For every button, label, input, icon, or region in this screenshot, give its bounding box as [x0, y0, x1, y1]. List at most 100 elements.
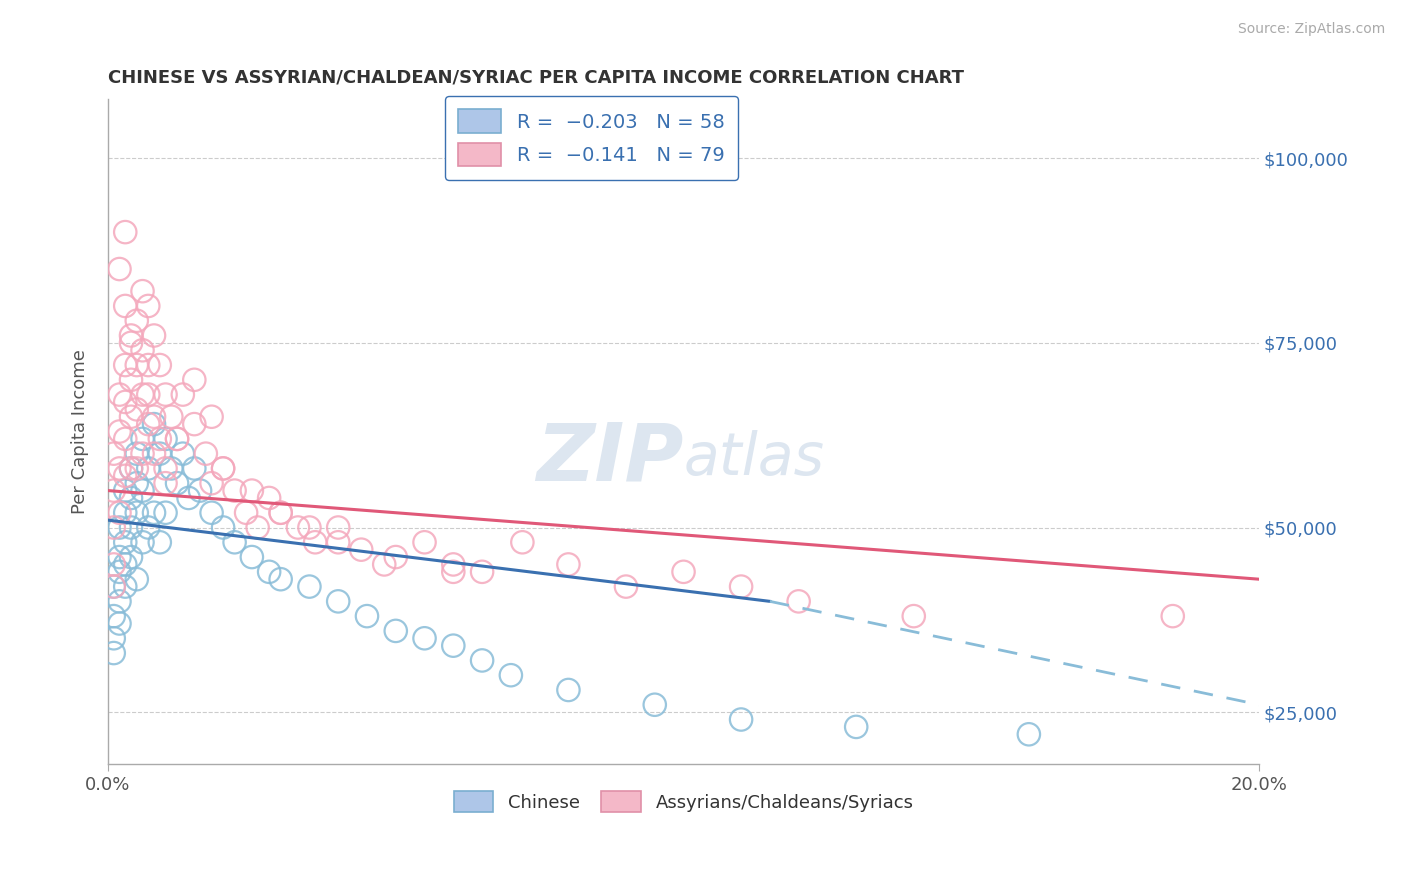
Point: [125, 402, 148, 417]
Point: [149, 447, 172, 461]
Point: [557, 558, 579, 572]
Point: [125, 358, 148, 372]
Point: [108, 425, 131, 439]
Text: CHINESE VS ASSYRIAN/CHALDEAN/SYRIAC PER CAPITA INCOME CORRELATION CHART: CHINESE VS ASSYRIAN/CHALDEAN/SYRIAC PER …: [108, 69, 965, 87]
Point: [103, 609, 125, 624]
Point: [155, 387, 177, 401]
Point: [114, 432, 136, 446]
Point: [131, 483, 153, 498]
Point: [246, 520, 269, 534]
Point: [149, 535, 172, 549]
Point: [188, 483, 211, 498]
Text: Source: ZipAtlas.com: Source: ZipAtlas.com: [1237, 22, 1385, 37]
Point: [183, 461, 205, 475]
Point: [114, 483, 136, 498]
Point: [114, 535, 136, 549]
Point: [103, 520, 125, 534]
Point: [120, 409, 142, 424]
Y-axis label: Per Capita Income: Per Capita Income: [72, 349, 89, 514]
Point: [108, 616, 131, 631]
Point: [512, 535, 534, 549]
Point: [108, 520, 131, 534]
Point: [143, 447, 166, 461]
Point: [730, 580, 752, 594]
Point: [143, 506, 166, 520]
Point: [614, 580, 637, 594]
Point: [131, 387, 153, 401]
Legend: Chinese, Assyrians/Chaldeans/Syriacs: Chinese, Assyrians/Chaldeans/Syriacs: [444, 782, 922, 822]
Point: [125, 476, 148, 491]
Point: [183, 417, 205, 431]
Point: [103, 580, 125, 594]
Point: [304, 535, 326, 549]
Point: [131, 432, 153, 446]
Point: [373, 558, 395, 572]
Point: [108, 262, 131, 277]
Point: [131, 447, 153, 461]
Point: [356, 609, 378, 624]
Point: [103, 632, 125, 646]
Point: [114, 299, 136, 313]
Point: [557, 683, 579, 698]
Text: ZIP: ZIP: [536, 419, 683, 497]
Point: [120, 549, 142, 564]
Point: [644, 698, 666, 712]
Point: [108, 549, 131, 564]
Point: [441, 639, 464, 653]
Point: [413, 632, 436, 646]
Point: [155, 476, 177, 491]
Point: [235, 506, 257, 520]
Point: [136, 461, 159, 475]
Point: [200, 409, 222, 424]
Point: [155, 506, 177, 520]
Point: [136, 299, 159, 313]
Point: [212, 520, 235, 534]
Point: [328, 520, 350, 534]
Point: [270, 506, 292, 520]
Point: [212, 461, 235, 475]
Point: [103, 447, 125, 461]
Point: [120, 461, 142, 475]
Point: [114, 225, 136, 239]
Point: [903, 609, 925, 624]
Point: [108, 506, 131, 520]
Point: [108, 387, 131, 401]
Point: [471, 565, 494, 579]
Point: [471, 653, 494, 667]
Point: [136, 358, 159, 372]
Point: [441, 558, 464, 572]
Point: [200, 476, 222, 491]
Point: [224, 483, 246, 498]
Point: [441, 565, 464, 579]
Point: [149, 432, 172, 446]
Point: [730, 713, 752, 727]
Point: [136, 417, 159, 431]
Point: [160, 461, 183, 475]
Point: [143, 328, 166, 343]
Point: [108, 594, 131, 608]
Point: [125, 572, 148, 586]
Point: [845, 720, 868, 734]
Point: [131, 284, 153, 298]
Text: atlas: atlas: [683, 430, 824, 487]
Point: [1161, 609, 1184, 624]
Point: [166, 476, 188, 491]
Point: [200, 506, 222, 520]
Point: [298, 580, 321, 594]
Point: [212, 461, 235, 475]
Point: [114, 580, 136, 594]
Point: [114, 395, 136, 409]
Point: [120, 520, 142, 534]
Point: [143, 409, 166, 424]
Point: [149, 358, 172, 372]
Point: [787, 594, 810, 608]
Point: [166, 432, 188, 446]
Point: [114, 468, 136, 483]
Point: [155, 461, 177, 475]
Point: [384, 549, 406, 564]
Point: [287, 520, 309, 534]
Point: [672, 565, 695, 579]
Point: [257, 491, 280, 505]
Point: [108, 565, 131, 579]
Point: [103, 646, 125, 660]
